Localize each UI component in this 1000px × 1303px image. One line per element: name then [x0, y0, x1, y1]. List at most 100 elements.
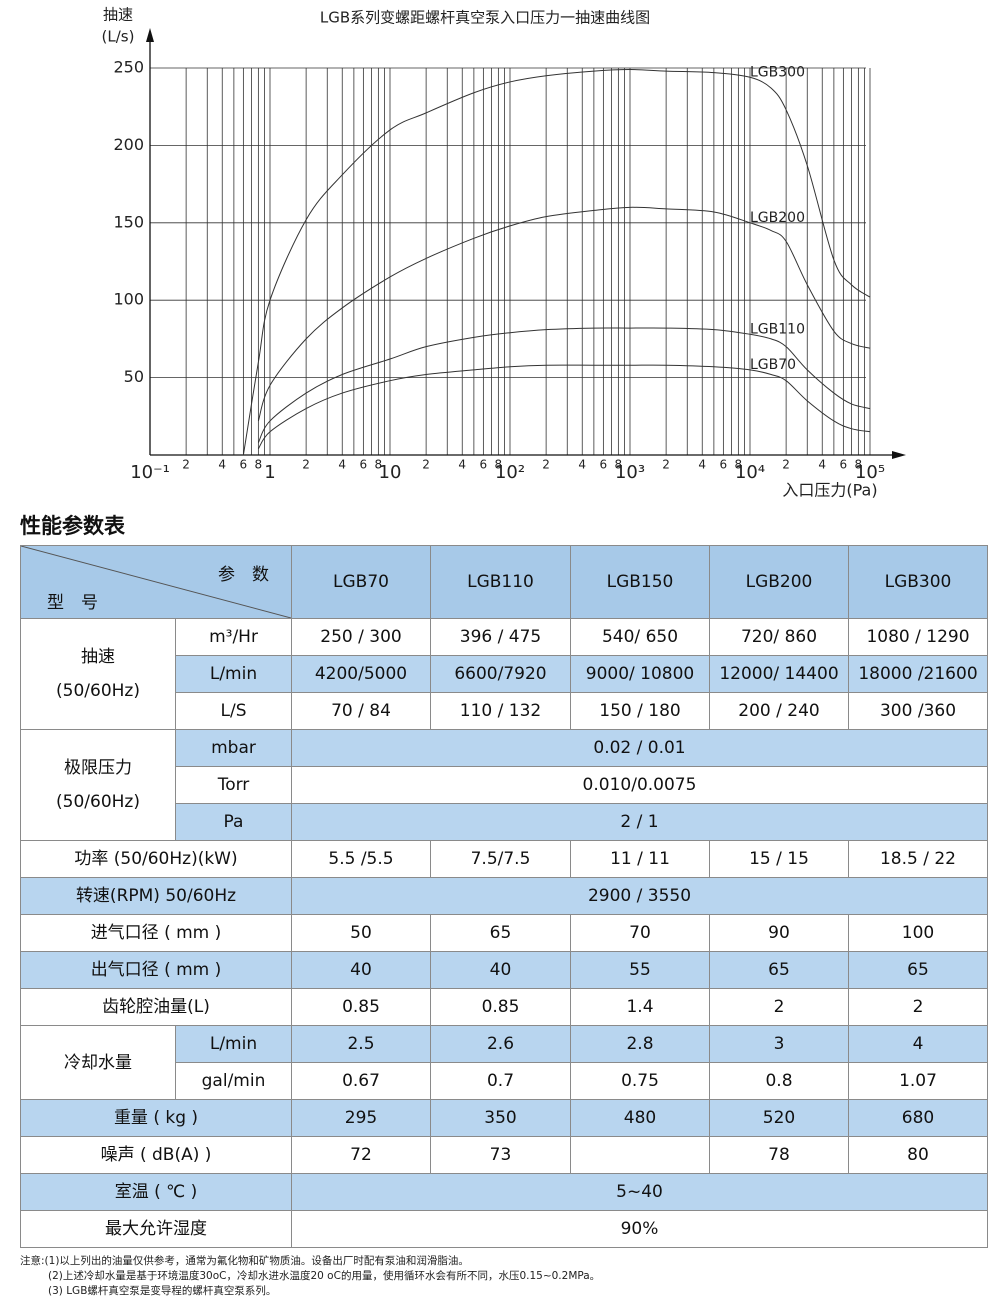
- row-label: 转速(RPM) 50/60Hz: [20, 877, 292, 915]
- x-tick-label: 10⁵: [855, 462, 885, 483]
- table-row: 齿轮腔油量(L) 0.85 0.85 1.4 2 2: [20, 988, 988, 1026]
- row-label-line: (50/60Hz): [56, 792, 140, 812]
- unit-cell: L/min: [175, 1025, 292, 1063]
- x-tick-label: 1: [264, 462, 275, 483]
- value-cell: 2.6: [430, 1025, 571, 1063]
- value-cell: 70: [570, 914, 710, 952]
- header-param: 参 数: [218, 565, 269, 585]
- table-row: 重量 ( kg ) 295 350 480 520 680: [20, 1099, 988, 1137]
- row-label: 抽速 (50/60Hz): [20, 618, 176, 730]
- row-label-line: 最大允许湿度: [105, 1219, 207, 1239]
- y-tick-label: 100: [113, 290, 144, 309]
- column-header: LGB300: [848, 545, 988, 619]
- chart: LGB系列变螺距螺杆真空泵入口压力一抽速曲线图 抽速 (L/s) 入口压力(Pa…: [102, 6, 906, 500]
- series-line: [257, 327, 871, 443]
- value-cell: 11 / 11: [570, 840, 710, 878]
- unit-cell: L/S: [175, 692, 292, 730]
- row-label-line: (50/60Hz): [56, 681, 140, 701]
- y-tick-label: 200: [113, 135, 144, 154]
- row-label-line: 室温 ( ℃ ): [114, 1182, 198, 1202]
- value-cell: 12000/ 14400: [709, 655, 849, 693]
- value-cell: 15 / 15: [709, 840, 849, 878]
- value-cell: 3: [709, 1025, 849, 1063]
- header-model: 型 号: [47, 593, 98, 613]
- value-cell: 295: [291, 1099, 431, 1137]
- x-tick-label: 8: [855, 458, 863, 472]
- unit-cell: Torr: [175, 766, 292, 804]
- y-axis-label: 抽速: [103, 6, 133, 24]
- x-tick-label: 6: [480, 458, 488, 472]
- unit-cell: Pa: [175, 803, 292, 841]
- series-label: LGB70: [750, 357, 796, 373]
- column-header: LGB200: [709, 545, 849, 619]
- value-cell: 2.8: [570, 1025, 710, 1063]
- value-cell: 65: [848, 951, 988, 989]
- value-cell: 350: [430, 1099, 571, 1137]
- value-cell: 480: [570, 1099, 710, 1137]
- value-cell: 6600/7920: [430, 655, 571, 693]
- series-label: LGB200: [750, 210, 805, 226]
- row-label-line: 重量 ( kg ): [113, 1108, 199, 1128]
- value-cell: 150 / 180: [570, 692, 710, 730]
- row-label: 齿轮腔油量(L): [20, 988, 292, 1026]
- value-cell: 100: [848, 914, 988, 952]
- header-diagonal: [21, 546, 291, 618]
- table-row: L/min 4200/5000 6600/7920 9000/ 10800 12000/…: [21, 655, 988, 693]
- row-label: 噪声 ( dB(A) ): [20, 1136, 292, 1174]
- value-cell: 80: [848, 1136, 988, 1174]
- value-cell: 40: [430, 951, 571, 989]
- x-tick-label: 8: [735, 458, 743, 472]
- value-cell: 396 / 475: [430, 618, 571, 656]
- value-cell: 2.5: [291, 1025, 431, 1063]
- series-line: [257, 364, 871, 450]
- value-cell: 18000 /21600: [848, 655, 988, 693]
- value-cell: 78: [709, 1136, 849, 1174]
- x-axis-arrow: [892, 451, 906, 459]
- series-line: [257, 206, 871, 422]
- value-cell: [570, 1136, 710, 1174]
- row-label-line: 进气口径 ( mm ): [90, 923, 222, 943]
- value-cell: 9000/ 10800: [570, 655, 710, 693]
- value-cell: 7.5/7.5: [430, 840, 571, 878]
- value-cell: 55: [570, 951, 710, 989]
- x-tick-label: 4: [338, 458, 346, 472]
- value-cell: 5.5 /5.5: [291, 840, 431, 878]
- row-label-line: 功率 (50/60Hz)(kW): [74, 849, 238, 869]
- y-tick-label: 250: [113, 58, 144, 77]
- value-cell: 0.02 / 0.01: [291, 729, 988, 767]
- row-label: 重量 ( kg ): [20, 1099, 292, 1137]
- row-label-line: 抽速: [81, 647, 115, 667]
- x-tick-label: 2: [422, 458, 430, 472]
- x-tick-label: 6: [720, 458, 728, 472]
- y-axis-label: (L/s): [102, 28, 135, 46]
- row-label: 冷却水量: [20, 1025, 176, 1100]
- value-cell: 0.67: [291, 1062, 431, 1100]
- series-line: [242, 69, 871, 456]
- value-cell: 540/ 650: [570, 618, 710, 656]
- note-line: (3) LGB螺杆真空泵是变导程的螺杆真空泵系列。: [48, 1285, 277, 1297]
- x-tick-label: 10⁻¹: [130, 462, 170, 483]
- table-row: 室温 ( ℃ ) 5~40: [20, 1173, 988, 1211]
- row-label: 功率 (50/60Hz)(kW): [20, 840, 292, 878]
- row-label: 极限压力 (50/60Hz): [20, 729, 176, 841]
- x-axis-label: 入口压力(Pa): [782, 481, 877, 500]
- value-cell: 70 / 84: [291, 692, 431, 730]
- value-cell: 200 / 240: [709, 692, 849, 730]
- value-cell: 2900 / 3550: [291, 877, 988, 915]
- x-tick-label: 2: [302, 458, 310, 472]
- x-tick-label: 10: [379, 462, 402, 483]
- row-label-line: 噪声 ( dB(A) ): [100, 1145, 212, 1165]
- table-row: 出气口径 ( mm ) 40 40 55 65 65: [20, 951, 988, 989]
- value-cell: 110 / 132: [430, 692, 571, 730]
- value-cell: 0.85: [291, 988, 431, 1026]
- header-corner: 参 数型 号: [20, 545, 292, 619]
- x-tick-label: 6: [600, 458, 608, 472]
- x-tick-label: 2: [182, 458, 190, 472]
- row-label-line: 转速(RPM) 50/60Hz: [75, 886, 237, 906]
- unit-cell: gal/min: [175, 1062, 292, 1100]
- diagonal-line: [21, 546, 291, 618]
- value-cell: 4: [848, 1025, 988, 1063]
- value-cell: 720/ 860: [709, 618, 849, 656]
- table-row: 功率 (50/60Hz)(kW) 5.5 /5.5 7.5/7.5 11 / 11 15…: [20, 840, 988, 878]
- unit-cell: L/min: [175, 655, 292, 693]
